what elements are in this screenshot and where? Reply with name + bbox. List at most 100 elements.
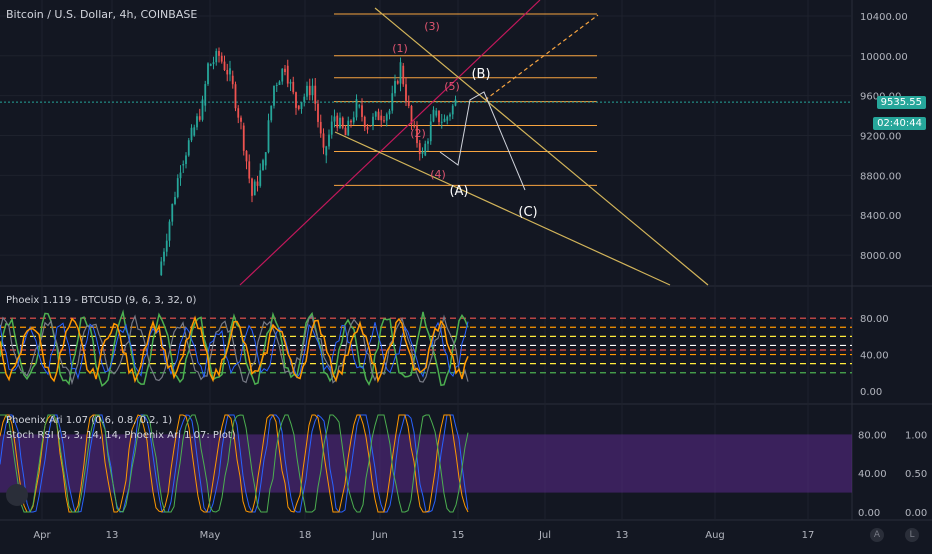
wave-label: (4) xyxy=(430,168,446,181)
candle-body xyxy=(344,127,347,136)
candle-body xyxy=(440,121,443,123)
candle-body xyxy=(215,51,218,63)
stoch-d-line xyxy=(0,414,469,513)
candle-body xyxy=(366,127,369,130)
candle-body xyxy=(424,143,427,156)
candle-body xyxy=(264,152,267,166)
auto-scale-button[interactable]: A xyxy=(870,528,884,542)
candle-body xyxy=(245,150,248,162)
tradingview-logo-icon[interactable] xyxy=(6,484,28,506)
candle-body xyxy=(248,161,251,179)
candle-body xyxy=(328,134,330,147)
phoenix-indicator-label[interactable]: Phoeix 1.119 - BTCUSD (9, 6, 3, 32, 0) xyxy=(6,295,197,306)
candle-body xyxy=(237,108,240,118)
candle-body xyxy=(240,117,242,122)
candle-body xyxy=(207,63,209,85)
candle-body xyxy=(407,101,410,106)
x-tick-label: 17 xyxy=(802,530,815,541)
y-tick-label: 9200.00 xyxy=(860,132,901,143)
candle-body xyxy=(198,116,201,120)
candle-body xyxy=(388,110,391,115)
candle-body xyxy=(286,65,289,84)
x-tick-label: May xyxy=(200,530,221,541)
candle-body xyxy=(317,103,319,122)
wave-label: (3) xyxy=(424,20,440,33)
phoenix-osc-blue xyxy=(0,321,469,380)
candle-body xyxy=(374,111,377,117)
candle-body xyxy=(273,85,275,106)
candle-body xyxy=(292,81,295,93)
candle-body xyxy=(278,81,281,86)
candle-body xyxy=(427,141,429,144)
candle-body xyxy=(385,114,388,121)
candle-body xyxy=(204,84,207,106)
candle-body xyxy=(259,170,262,186)
candle-body xyxy=(399,62,402,84)
candle-body xyxy=(361,105,363,117)
wave-label: (2) xyxy=(410,127,426,140)
candle-body xyxy=(201,99,204,120)
wave-label: (C) xyxy=(518,205,537,220)
candle-body xyxy=(322,133,325,148)
candle-body xyxy=(234,84,237,109)
candle-body xyxy=(372,116,374,126)
candle-body xyxy=(438,110,440,123)
candle-body xyxy=(383,120,385,122)
candle-body xyxy=(275,85,278,87)
candle-body xyxy=(176,178,179,198)
candle-body xyxy=(226,69,229,75)
y-tick-label: 80.00 xyxy=(858,430,887,441)
y2-tick-label: 0.50 xyxy=(905,469,927,480)
phoenix-ari-line xyxy=(0,414,469,513)
wave-label: (1) xyxy=(392,42,408,55)
candle-body xyxy=(341,117,344,128)
candle-body xyxy=(193,127,196,136)
candle-body xyxy=(347,120,350,136)
candle-body xyxy=(284,68,286,73)
phoenix-ari-label[interactable]: Phoenix Ari 1.07 (0.6, 0.8, 0.2, 1) xyxy=(6,415,173,426)
y-tick-label: 0.00 xyxy=(860,387,882,398)
candle-body xyxy=(410,105,413,125)
candle-body xyxy=(256,181,259,186)
y-tick-label: 10400.00 xyxy=(860,12,908,23)
candle-body xyxy=(306,85,308,97)
x-tick-label: 18 xyxy=(299,530,312,541)
candle-body xyxy=(163,251,165,262)
candle-body xyxy=(218,51,220,56)
x-tick-label: 13 xyxy=(616,530,629,541)
trendline-extension xyxy=(484,14,599,101)
y-tick-label: 0.00 xyxy=(858,508,880,519)
candle-body xyxy=(303,96,306,103)
y-tick-label: 10000.00 xyxy=(860,52,908,63)
candle-body xyxy=(174,197,176,205)
candle-body xyxy=(308,85,311,96)
x-tick-label: Aug xyxy=(705,530,725,541)
candle-body xyxy=(212,62,215,65)
log-scale-button[interactable]: L xyxy=(905,528,919,542)
phoenix-osc-orange xyxy=(0,315,469,384)
y-tick-label: 8000.00 xyxy=(860,251,901,262)
y-tick-label: 80.00 xyxy=(860,314,889,325)
candle-body xyxy=(297,105,300,109)
candle-body xyxy=(289,81,292,84)
candle-body xyxy=(454,99,457,106)
stoch-rsi-label[interactable]: Stoch RSI (3, 3, 14, 14, Phoenix Ari 1.0… xyxy=(6,430,236,441)
candle-body xyxy=(396,81,399,84)
x-tick-label: Jun xyxy=(371,530,388,541)
bar-countdown-tag: 02:40:44 xyxy=(873,117,926,130)
candle-body xyxy=(363,116,366,128)
candle-body xyxy=(220,55,223,62)
candle-body xyxy=(196,116,198,128)
candle-body xyxy=(336,115,339,128)
candle-body xyxy=(281,68,284,82)
candle-body xyxy=(429,121,432,142)
wave-label: (B) xyxy=(471,67,490,82)
candle-body xyxy=(421,151,424,154)
candle-body xyxy=(319,121,322,134)
candle-body xyxy=(165,240,168,252)
candle-body xyxy=(339,117,341,128)
chart-title: Bitcoin / U.S. Dollar, 4h, COINBASE xyxy=(6,8,198,21)
candle-body xyxy=(267,120,270,153)
